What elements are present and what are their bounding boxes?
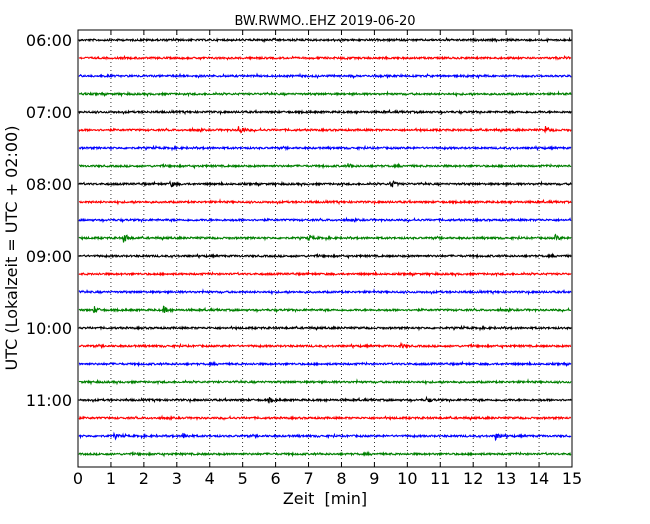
x-axis: 0 1 2 3 4 5 6 7 8 9 10 11 12 13 14 15 (73, 30, 582, 488)
trace-11:15 (78, 414, 572, 421)
trace-11:30 (78, 431, 572, 442)
x-tick-label: 7 (303, 469, 313, 488)
x-tick-label: 13 (496, 469, 516, 488)
trace-07:15 (78, 126, 572, 134)
x-axis-label: Zeit [min] (283, 489, 367, 508)
vertical-grid (110, 30, 540, 467)
trace-06:00 (78, 36, 572, 44)
trace-09:00 (78, 252, 572, 260)
trace-07:30 (78, 144, 572, 152)
x-tick-label: 6 (271, 469, 281, 488)
y-axis: 06:00 07:00 08:00 09:00 10:00 11:00 (26, 31, 572, 410)
trace-10:00 (78, 324, 572, 332)
x-tick-label: 0 (73, 469, 83, 488)
trace-06:15 (78, 54, 572, 61)
trace-08:15 (79, 198, 572, 206)
chart-title: BW.RWMO..EHZ 2019-06-20 (234, 14, 415, 29)
trace-10:45 (78, 378, 572, 386)
trace-07:00 (78, 108, 572, 116)
trace-06:45 (78, 90, 572, 98)
plot-frame (77, 29, 573, 468)
trace-09:15 (78, 270, 572, 278)
x-tick-label: 11 (430, 469, 450, 488)
x-tick-label: 2 (139, 469, 149, 488)
y-tick-label: 07:00 (26, 103, 72, 122)
x-tick-label: 14 (529, 469, 549, 488)
x-tick-label: 10 (397, 469, 417, 488)
trace-10:15 (78, 341, 572, 350)
trace-11:45 (78, 450, 572, 458)
trace-07:45 (78, 162, 572, 170)
x-tick-label: 3 (172, 469, 182, 488)
trace-08:00 (78, 180, 572, 188)
trace-11:00 (78, 395, 572, 404)
x-tick-label: 4 (205, 469, 215, 488)
x-tick-label: 5 (238, 469, 248, 488)
y-tick-label: 09:00 (26, 247, 72, 266)
traces (78, 36, 572, 458)
x-tick-label: 12 (463, 469, 483, 488)
y-axis-label: UTC (Lokalzeit = UTC + 02:00) (2, 126, 21, 371)
trace-06:30 (78, 72, 572, 80)
x-tick-label: 1 (106, 469, 116, 488)
y-tick-label: 11:00 (26, 391, 72, 410)
x-tick-label: 15 (562, 469, 582, 488)
trace-09:30 (78, 288, 572, 296)
y-tick-label: 10:00 (26, 319, 72, 338)
y-tick-label: 08:00 (26, 175, 72, 194)
x-tick-label: 8 (336, 469, 346, 488)
trace-08:30 (78, 216, 572, 224)
trace-10:30 (78, 360, 572, 368)
trace-08:45 (78, 233, 572, 243)
trace-09:45 (78, 305, 572, 314)
x-tick-label: 9 (369, 469, 379, 488)
y-tick-label: 06:00 (26, 31, 72, 50)
